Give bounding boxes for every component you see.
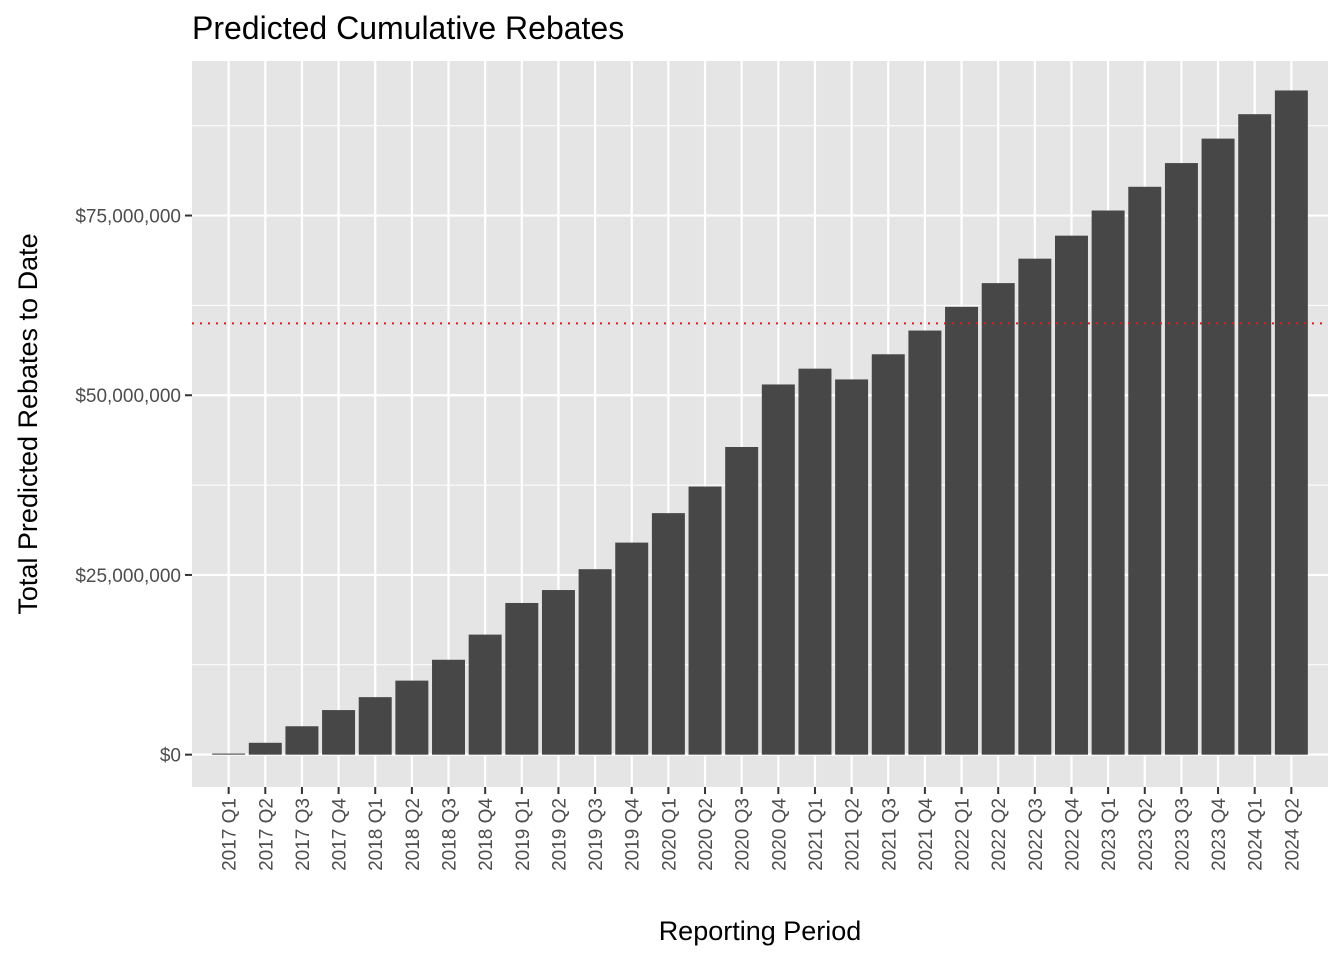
- x-tick-label: 2020 Q4: [769, 798, 790, 871]
- x-tick-label: 2017 Q3: [293, 798, 314, 871]
- x-tick-label: 2019 Q4: [623, 798, 644, 871]
- bar: [615, 542, 649, 755]
- bar: [871, 354, 905, 755]
- x-tick-label: 2024 Q1: [1246, 798, 1267, 871]
- x-tick-label: 2018 Q4: [476, 798, 497, 871]
- x-tick-label: 2019 Q2: [549, 798, 570, 871]
- bars: [212, 90, 1308, 755]
- x-tick-label: 2023 Q4: [1209, 798, 1230, 871]
- bar: [1054, 235, 1088, 755]
- bar: [578, 569, 612, 755]
- bar: [212, 753, 246, 755]
- bar: [945, 306, 979, 755]
- x-tick-label: 2023 Q2: [1136, 798, 1157, 871]
- x-tick-label: 2022 Q1: [953, 798, 974, 871]
- y-tick-label: $75,000,000: [75, 207, 181, 228]
- bar: [432, 659, 466, 755]
- bar: [1164, 163, 1198, 755]
- bar: [1238, 114, 1272, 755]
- x-tick-label: 2018 Q1: [366, 798, 387, 871]
- x-tick-label: 2023 Q3: [1172, 798, 1193, 871]
- x-tick-label: 2022 Q2: [989, 798, 1010, 871]
- bar: [505, 602, 539, 755]
- x-tick-label: 2023 Q1: [1099, 798, 1120, 871]
- chart-title: Predicted Cumulative Rebates: [192, 10, 624, 46]
- bar: [468, 634, 502, 755]
- bar: [835, 379, 869, 755]
- x-tick-label: 2022 Q3: [1026, 798, 1047, 871]
- bar: [1091, 210, 1125, 755]
- x-tick-label: 2021 Q1: [806, 798, 827, 871]
- bar: [1274, 90, 1308, 755]
- x-tick-label: 2020 Q2: [696, 798, 717, 871]
- x-tick-label: 2021 Q4: [916, 798, 937, 871]
- x-tick-label: 2020 Q3: [733, 798, 754, 871]
- bar: [285, 726, 319, 755]
- bar: [395, 680, 429, 755]
- x-tick-label: 2017 Q1: [220, 798, 241, 871]
- y-tick-label: $50,000,000: [75, 386, 181, 407]
- bar: [688, 486, 722, 755]
- bar: [358, 697, 392, 755]
- bar: [651, 513, 685, 755]
- y-axis: $0 $25,000,000 $50,000,000 $75,000,000: [75, 207, 192, 767]
- y-axis-title: Total Predicted Rebates to Date: [13, 233, 43, 614]
- bar: [981, 283, 1015, 755]
- bar: [541, 590, 575, 755]
- x-tick-label: 2021 Q3: [879, 798, 900, 871]
- x-tick-label: 2020 Q1: [659, 798, 680, 871]
- bar: [725, 447, 759, 755]
- bar: [322, 710, 356, 755]
- x-tick-label: 2019 Q1: [513, 798, 534, 871]
- bar: [1128, 186, 1162, 755]
- x-axis: 2017 Q1 2017 Q2 2017 Q3 2017 Q4 2018 Q1 2018 …: [220, 787, 1303, 871]
- x-tick-label: 2024 Q2: [1282, 798, 1303, 871]
- bar: [798, 368, 832, 755]
- x-tick-label: 2019 Q3: [586, 798, 607, 871]
- x-tick-label: 2017 Q4: [330, 798, 351, 871]
- y-tick-label: $25,000,000: [75, 566, 181, 587]
- x-tick-label: 2018 Q2: [403, 798, 424, 871]
- y-tick-label: $0: [160, 746, 181, 767]
- bar: [248, 742, 282, 755]
- x-tick-label: 2018 Q3: [440, 798, 461, 871]
- x-tick-label: 2022 Q4: [1062, 798, 1083, 871]
- bar: [1201, 138, 1235, 755]
- bar: [908, 330, 942, 755]
- x-tick-label: 2021 Q2: [843, 798, 864, 871]
- bar: [1018, 258, 1052, 755]
- bar: [761, 384, 795, 755]
- x-tick-label: 2017 Q2: [256, 798, 277, 871]
- x-axis-title: Reporting Period: [659, 916, 862, 946]
